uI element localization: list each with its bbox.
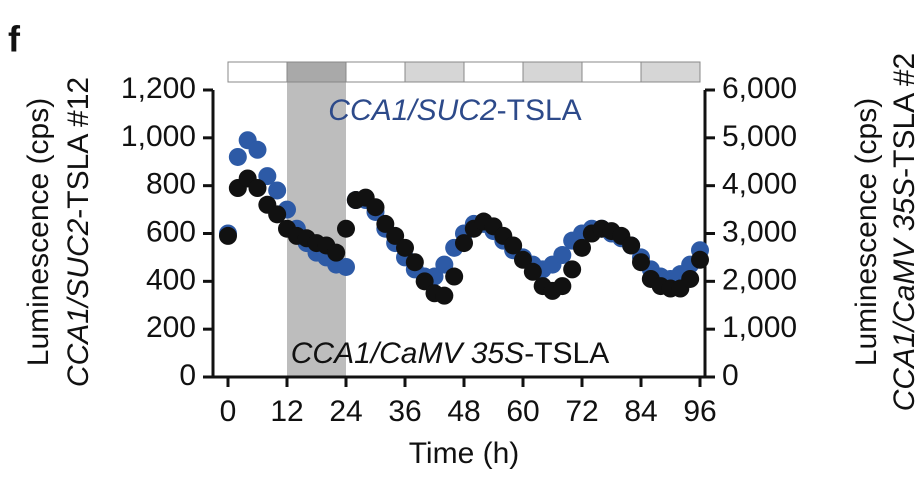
period-segment — [522, 61, 583, 83]
x-tick-label: 0 — [220, 395, 237, 428]
data-point — [219, 226, 237, 245]
y-axis-label: CCA1/SUC2-TSLA #12 — [62, 77, 95, 387]
plot-area: 02004006008001,0001,20001,0002,0003,0004… — [121, 61, 797, 428]
period-segment — [404, 61, 465, 83]
y-tick-label: 400 — [146, 263, 196, 296]
period-segment — [581, 61, 642, 83]
y2-axis-label: CCA1/CaMV 35S-TSLA #2 — [888, 53, 919, 412]
data-point — [405, 253, 424, 272]
x-tick-label: 72 — [565, 395, 598, 428]
y-tick-label: 800 — [146, 168, 196, 201]
y2-tick-label: 4,000 — [722, 168, 797, 201]
annotation-part: -TSLA — [524, 337, 609, 370]
data-point — [435, 286, 454, 305]
data-point — [632, 253, 650, 272]
data-point — [228, 147, 247, 166]
data-point — [504, 236, 523, 255]
data-point — [268, 205, 287, 224]
data-point — [691, 250, 709, 269]
x-tick-label: 84 — [624, 395, 657, 428]
data-point — [376, 214, 395, 233]
data-point — [248, 140, 267, 159]
data-point — [268, 181, 287, 200]
y2-tick-label: 0 — [722, 359, 739, 392]
y2-tick-label: 6,000 — [722, 72, 797, 105]
data-point — [337, 219, 355, 238]
data-point — [327, 243, 346, 262]
y-tick-label: 600 — [146, 215, 196, 248]
data-point — [622, 236, 641, 255]
data-point — [523, 262, 542, 281]
period-segment — [227, 61, 288, 83]
data-point — [553, 277, 572, 296]
y-tick-label: 1,200 — [121, 72, 196, 105]
data-point — [415, 272, 434, 291]
y2-tick-label: 2,000 — [722, 263, 797, 296]
annotation: CCA1/CaMV 35S-TSLA — [291, 337, 609, 370]
period-segment — [463, 61, 524, 83]
data-point — [445, 267, 464, 286]
x-axis-label: Time (h) — [409, 437, 520, 470]
data-point — [435, 255, 454, 274]
label-part: CCA1/CaMV 35S — [888, 178, 919, 411]
data-point — [386, 226, 405, 245]
annotation-part: -TSLA — [497, 94, 582, 127]
panel-label: f — [8, 19, 21, 60]
data-point — [337, 257, 355, 276]
data-point — [573, 238, 591, 257]
x-tick-label: 48 — [447, 395, 480, 428]
period-segment — [345, 61, 406, 83]
data-point — [248, 179, 267, 198]
data-point — [681, 269, 700, 288]
x-tick-label: 36 — [388, 395, 421, 428]
y-axis-label: Luminescence (cps) — [22, 98, 55, 366]
data-point — [366, 198, 385, 217]
x-tick-label: 60 — [506, 395, 539, 428]
data-point — [455, 234, 473, 253]
y-tick-label: 1,000 — [121, 120, 196, 153]
period-segment — [286, 61, 347, 83]
label-part: -TSLA #2 — [888, 53, 919, 178]
y-tick-label: 200 — [146, 311, 196, 344]
annotation-part: CCA1/CaMV 35S — [291, 337, 524, 370]
label-part: CCA1/SUC2 — [62, 218, 95, 387]
data-point — [514, 250, 532, 269]
x-tick-label: 12 — [270, 395, 303, 428]
data-point — [553, 246, 572, 265]
annotation: CCA1/SUC2-TSLA — [328, 94, 581, 127]
annotation-part: CCA1/SUC2 — [328, 94, 497, 127]
y2-tick-label: 3,000 — [722, 215, 797, 248]
data-point — [563, 260, 582, 279]
y2-tick-label: 5,000 — [722, 120, 797, 153]
x-tick-label: 24 — [329, 395, 362, 428]
data-point — [258, 167, 277, 186]
data-point — [396, 238, 414, 257]
label-part: -TSLA #12 — [62, 77, 95, 219]
x-tick-label: 96 — [683, 395, 716, 428]
y2-axis-label: Luminescence (cps) — [850, 98, 883, 366]
shaded-region — [287, 62, 346, 377]
period-segment — [640, 61, 701, 83]
y2-tick-label: 1,000 — [722, 311, 797, 344]
y-tick-label: 0 — [179, 359, 196, 392]
